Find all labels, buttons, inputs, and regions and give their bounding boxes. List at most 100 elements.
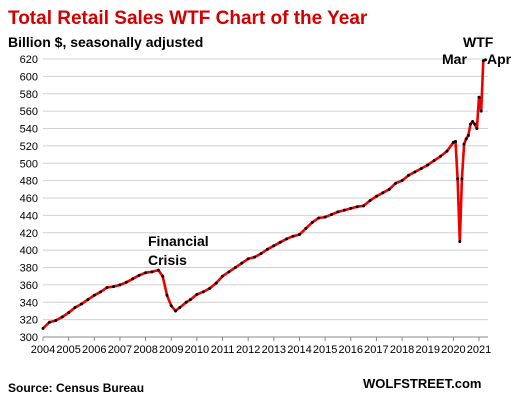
- data-point: [161, 274, 165, 278]
- data-point: [246, 257, 250, 261]
- y-tick-label: 620: [20, 54, 38, 66]
- data-point: [144, 271, 148, 275]
- data-point: [86, 298, 90, 302]
- brand-watermark: WOLFSTREET.com: [363, 376, 481, 391]
- data-point: [330, 213, 334, 217]
- data-point: [73, 305, 77, 309]
- data-point: [195, 292, 199, 296]
- data-point: [456, 177, 460, 181]
- annotation-financial: Financial: [148, 233, 209, 249]
- data-point: [208, 286, 212, 290]
- data-point: [342, 208, 346, 212]
- chart-subtitle: Billion $, seasonally adjusted: [8, 34, 203, 50]
- x-tick-label: 2006: [82, 344, 106, 356]
- data-point: [362, 204, 366, 208]
- data-point: [272, 244, 276, 248]
- data-point: [349, 206, 353, 210]
- data-point: [156, 268, 160, 272]
- x-tick-label: 2012: [236, 344, 260, 356]
- data-point: [458, 239, 462, 243]
- data-point: [468, 122, 472, 126]
- chart-title: Total Retail Sales WTF Chart of the Year: [8, 8, 368, 29]
- data-point: [285, 237, 289, 241]
- source-note: Source: Census Bureau: [8, 381, 144, 395]
- x-tick-label: 2019: [415, 344, 439, 356]
- data-point: [47, 320, 51, 324]
- x-axis-ticks: 2004 2005 2006 2007 2008 2009 2010 2011 2012 2013…: [31, 337, 491, 356]
- data-point: [304, 226, 308, 230]
- data-point: [54, 318, 58, 322]
- data-point: [317, 216, 321, 220]
- x-tick-label: 2016: [339, 344, 363, 356]
- data-point: [439, 154, 443, 158]
- data-point: [118, 283, 122, 287]
- x-tick-label: 2008: [133, 344, 157, 356]
- data-point: [460, 177, 464, 181]
- data-point: [227, 270, 231, 274]
- data-point: [413, 170, 417, 174]
- data-point: [201, 290, 205, 294]
- data-point: [483, 58, 487, 62]
- x-tick-label: 2004: [31, 344, 55, 356]
- y-tick-label: 600: [20, 71, 38, 83]
- y-tick-label: 380: [20, 263, 38, 275]
- data-point: [464, 137, 468, 141]
- data-point: [466, 133, 470, 137]
- data-point: [297, 232, 301, 236]
- x-tick-label: 2009: [159, 344, 183, 356]
- y-tick-label: 340: [20, 297, 38, 309]
- data-point: [323, 215, 327, 219]
- data-point: [462, 142, 466, 146]
- data-point: [67, 311, 71, 315]
- y-tick-label: 520: [20, 141, 38, 153]
- data-point: [174, 309, 178, 313]
- y-tick-label: 300: [20, 332, 38, 344]
- data-points: [41, 58, 487, 330]
- annotation-apr: Apr: [487, 51, 512, 67]
- data-point: [41, 326, 45, 330]
- data-point: [124, 280, 128, 284]
- x-tick-label: 2015: [313, 344, 337, 356]
- x-tick-label: 2007: [108, 344, 132, 356]
- y-tick-label: 480: [20, 176, 38, 188]
- data-point: [310, 220, 314, 224]
- y-tick-label: 540: [20, 124, 38, 136]
- data-point: [355, 205, 359, 209]
- y-tick-label: 440: [20, 210, 38, 222]
- data-point: [477, 95, 481, 99]
- y-tick-label: 420: [20, 228, 38, 240]
- gridlines: [43, 58, 488, 338]
- x-tick-label: 2014: [287, 344, 311, 356]
- data-point: [454, 140, 458, 144]
- x-tick-label: 2017: [364, 344, 388, 356]
- data-point: [233, 266, 237, 269]
- data-point: [265, 247, 269, 251]
- annotation-mar: Mar: [442, 51, 467, 67]
- y-tick-label: 360: [20, 280, 38, 292]
- data-point: [150, 270, 154, 274]
- data-point: [188, 298, 192, 302]
- x-tick-label: 2010: [185, 344, 209, 356]
- data-point: [475, 127, 479, 130]
- x-tick-label: 2013: [262, 344, 286, 356]
- data-point: [473, 122, 477, 126]
- data-point: [137, 273, 141, 277]
- series-line: [42, 58, 486, 330]
- x-tick-label: 2021: [467, 344, 491, 356]
- data-point: [471, 120, 475, 124]
- data-point: [92, 293, 96, 297]
- y-tick-label: 580: [20, 89, 38, 101]
- data-point: [368, 199, 372, 203]
- data-point: [169, 304, 173, 308]
- x-tick-label: 2011: [211, 344, 235, 356]
- x-tick-label: 2005: [56, 344, 80, 356]
- data-point: [60, 315, 64, 319]
- data-point: [374, 194, 378, 198]
- data-point: [278, 240, 282, 244]
- data-point: [419, 166, 423, 170]
- series-retail-sales: [42, 58, 486, 330]
- data-point: [479, 109, 483, 113]
- data-point: [432, 159, 436, 163]
- data-point: [259, 252, 263, 256]
- data-point: [445, 149, 449, 153]
